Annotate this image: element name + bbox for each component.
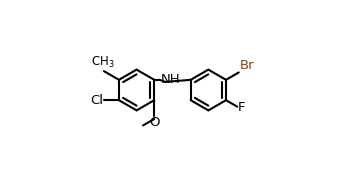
Text: Cl: Cl: [90, 94, 103, 107]
Text: O: O: [149, 116, 159, 129]
Text: Br: Br: [240, 58, 254, 72]
Text: F: F: [238, 101, 246, 114]
Text: NH: NH: [161, 73, 180, 86]
Text: CH$_3$: CH$_3$: [91, 55, 115, 70]
